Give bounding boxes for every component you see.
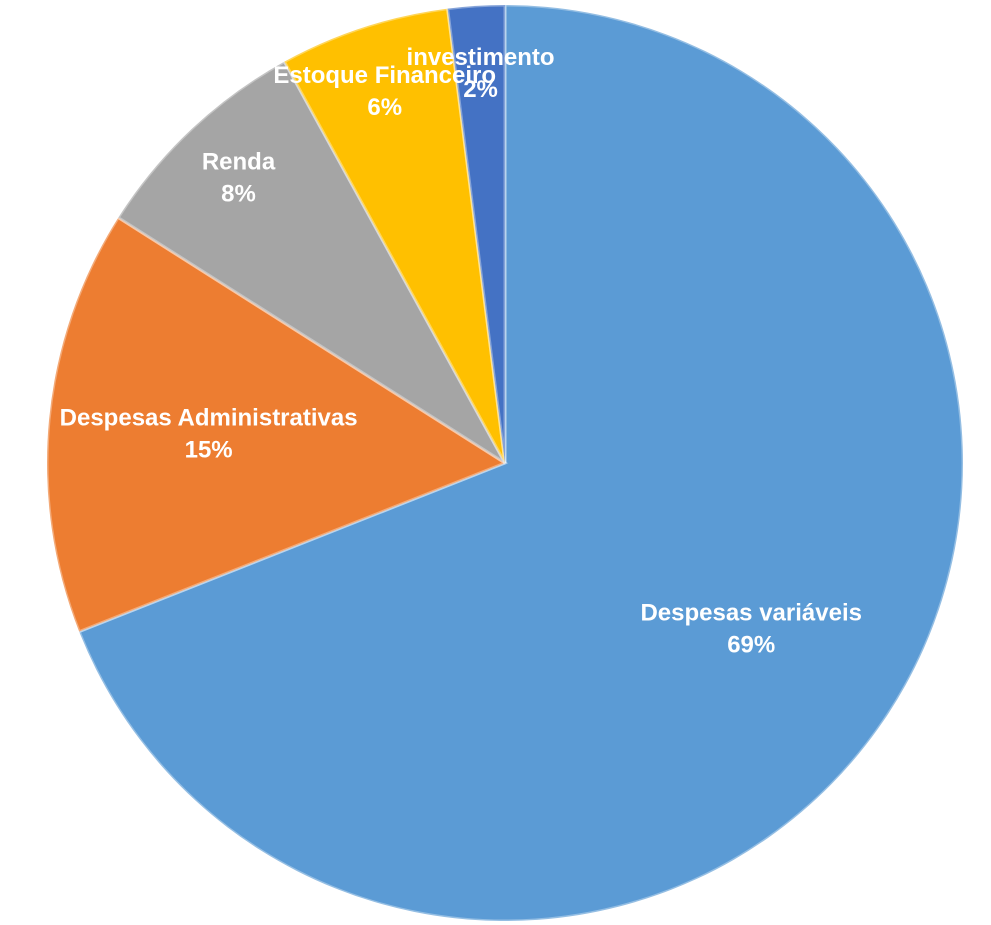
pie-slice bbox=[45, 215, 509, 634]
slice-label: Renda bbox=[202, 149, 276, 176]
pie-slice bbox=[445, 3, 507, 464]
slice-label: Despesas Administrativas bbox=[60, 404, 358, 431]
slice-label: Despesas variáveis bbox=[640, 600, 862, 627]
slice-label: investimento bbox=[407, 44, 555, 71]
pie-slice bbox=[77, 3, 965, 923]
slice-value-label: 2% bbox=[463, 76, 498, 103]
slice-value-label: 69% bbox=[727, 632, 775, 659]
slice-value-label: 15% bbox=[185, 436, 233, 463]
pie-slice bbox=[116, 59, 507, 465]
slice-label: Estoque Financeiro bbox=[273, 62, 496, 89]
slice-value-label: 8% bbox=[221, 181, 256, 208]
pie-slice bbox=[282, 6, 507, 464]
slice-value-label: 6% bbox=[367, 94, 402, 121]
